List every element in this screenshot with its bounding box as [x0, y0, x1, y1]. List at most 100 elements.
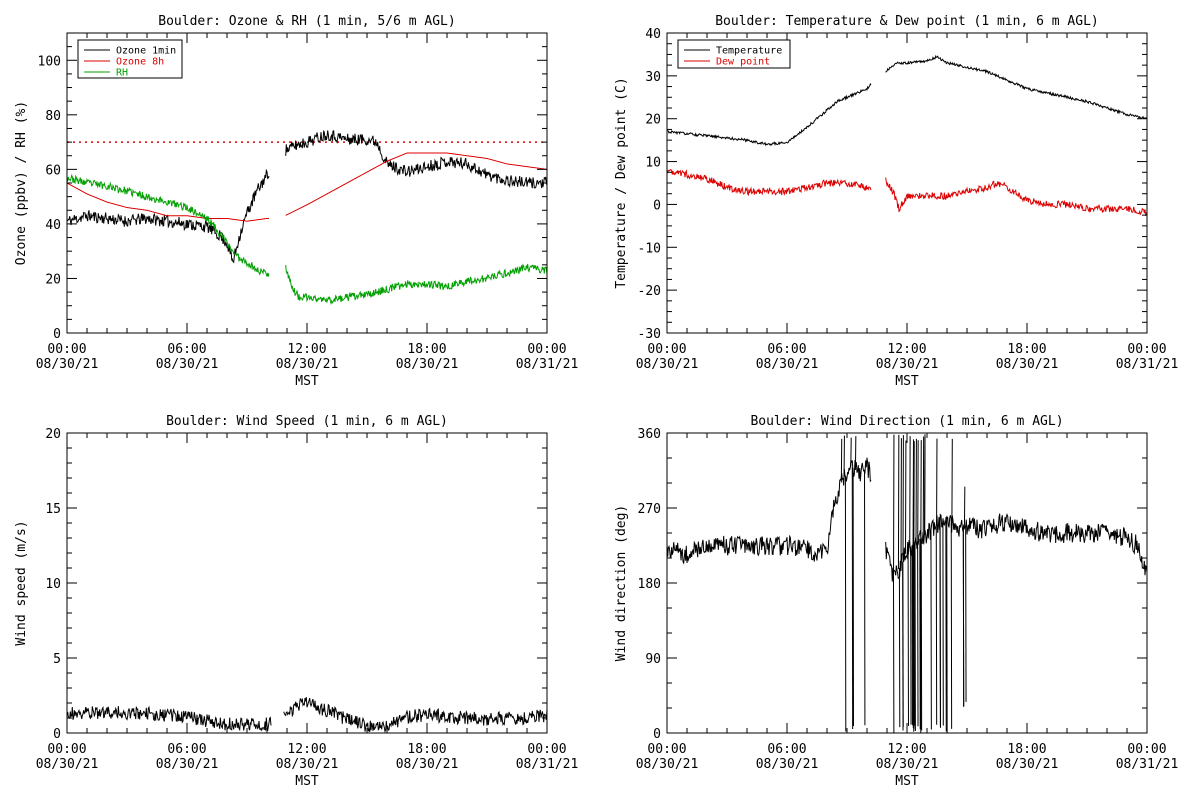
y-axis-label: Temperature / Dew point (C) — [614, 77, 629, 288]
series-line-temperature — [667, 54, 1147, 147]
x-tick-label-date: 08/30/21 — [876, 357, 939, 372]
series-line-ozone-1min — [67, 129, 547, 264]
x-axis-label: MST — [895, 774, 919, 789]
x-tick-label-time: 18:00 — [1007, 342, 1046, 357]
y-tick-label: 40 — [45, 218, 61, 233]
y-axis-label: Wind speed (m/s) — [14, 520, 29, 645]
y-tick-label: 0 — [653, 198, 661, 213]
y-tick-label: 30 — [645, 70, 661, 85]
x-tick-label-time: 18:00 — [407, 742, 446, 757]
y-axis-label: Ozone (ppbv) / RH (%) — [14, 101, 29, 265]
legend-entry: RH — [116, 68, 128, 79]
y-tick-label: 20 — [45, 272, 61, 287]
plot-title: Boulder: Ozone & RH (1 min, 5/6 m AGL) — [158, 14, 455, 29]
series-line-wdir-0 — [667, 457, 1147, 582]
plot-frame — [666, 32, 1148, 334]
plot-frame — [66, 432, 548, 734]
panel-ozone: 00:0008/30/2106:0008/30/2112:0008/30/211… — [14, 14, 578, 389]
x-tick-label-date: 08/30/21 — [756, 757, 819, 772]
y-tick-label: 10 — [645, 156, 661, 171]
x-tick-label-time: 18:00 — [407, 342, 446, 357]
x-tick-label-date: 08/31/21 — [516, 757, 579, 772]
x-tick-label-date: 08/30/21 — [876, 757, 939, 772]
x-tick-label-date: 08/30/21 — [996, 757, 1059, 772]
x-tick-label-time: 00:00 — [647, 742, 686, 757]
x-tick-label-time: 12:00 — [887, 342, 926, 357]
x-tick-label-time: 00:00 — [647, 342, 686, 357]
x-axis-label: MST — [895, 374, 919, 389]
y-tick-label: 5 — [53, 652, 61, 667]
legend-box — [677, 39, 791, 69]
plot-frame — [666, 432, 1148, 734]
x-tick-label-date: 08/30/21 — [36, 357, 99, 372]
x-tick-label-time: 00:00 — [527, 742, 566, 757]
panel-wspd: 00:0008/30/2106:0008/30/2112:0008/30/211… — [14, 414, 578, 789]
x-tick-label-date: 08/30/21 — [36, 757, 99, 772]
legend-entry: Ozone 1min — [116, 46, 176, 57]
x-tick-label-date: 08/30/21 — [756, 357, 819, 372]
y-tick-label: 0 — [53, 727, 61, 742]
plot-title: Boulder: Temperature & Dew point (1 min,… — [715, 14, 1099, 29]
x-tick-label-time: 00:00 — [47, 742, 86, 757]
y-tick-label: 60 — [45, 163, 61, 178]
series-line-rh — [67, 173, 547, 306]
series-line-ozone-8h — [67, 152, 547, 222]
legend-entry: Temperature — [716, 46, 782, 57]
x-tick-label-time: 00:00 — [1127, 342, 1166, 357]
panel-wdir: 00:0008/30/2106:0008/30/2112:0008/30/211… — [614, 414, 1178, 789]
x-tick-label-date: 08/30/21 — [396, 757, 459, 772]
y-tick-label: -20 — [638, 284, 661, 299]
x-tick-label-date: 08/31/21 — [1116, 357, 1179, 372]
x-tick-label-date: 08/30/21 — [156, 357, 219, 372]
y-tick-label: 80 — [45, 109, 61, 124]
y-tick-label: 20 — [45, 427, 61, 442]
x-tick-label-time: 12:00 — [887, 742, 926, 757]
y-tick-label: 90 — [645, 652, 661, 667]
x-axis-label: MST — [295, 374, 319, 389]
series-line-wspd-0 — [67, 697, 547, 733]
x-tick-label-time: 18:00 — [1007, 742, 1046, 757]
x-tick-label-date: 08/30/21 — [396, 357, 459, 372]
x-tick-label-time: 00:00 — [47, 342, 86, 357]
x-tick-label-date: 08/30/21 — [996, 357, 1059, 372]
x-tick-label-date: 08/31/21 — [516, 357, 579, 372]
y-tick-label: -30 — [638, 327, 661, 342]
legend-entry: Ozone 8h — [116, 57, 164, 68]
x-tick-label-date: 08/30/21 — [156, 757, 219, 772]
y-tick-label: 40 — [645, 27, 661, 42]
y-tick-label: 20 — [645, 113, 661, 128]
x-tick-label-time: 12:00 — [287, 742, 326, 757]
y-tick-label: 15 — [45, 502, 61, 517]
series-line-dew-point — [667, 169, 1147, 217]
x-tick-label-time: 00:00 — [1127, 742, 1166, 757]
y-tick-label: 10 — [45, 577, 61, 592]
y-tick-label: 100 — [38, 54, 61, 69]
x-tick-label-date: 08/30/21 — [276, 357, 339, 372]
x-tick-label-date: 08/30/21 — [636, 357, 699, 372]
y-axis-label: Wind direction (deg) — [614, 505, 629, 662]
y-tick-label: 0 — [653, 727, 661, 742]
legend-entry: Dew point — [716, 57, 770, 68]
y-tick-label: 360 — [638, 427, 661, 442]
x-tick-label-time: 06:00 — [767, 742, 806, 757]
y-tick-label: 180 — [638, 577, 661, 592]
x-tick-label-time: 06:00 — [167, 342, 206, 357]
plot-title: Boulder: Wind Speed (1 min, 6 m AGL) — [166, 414, 448, 429]
x-axis-label: MST — [295, 774, 319, 789]
x-tick-label-date: 08/31/21 — [1116, 757, 1179, 772]
x-tick-label-time: 12:00 — [287, 342, 326, 357]
plot-title: Boulder: Wind Direction (1 min, 6 m AGL) — [750, 414, 1063, 429]
x-tick-label-date: 08/30/21 — [276, 757, 339, 772]
y-tick-label: -10 — [638, 241, 661, 256]
x-tick-label-time: 06:00 — [167, 742, 206, 757]
x-tick-label-time: 00:00 — [527, 342, 566, 357]
panel-temp: 00:0008/30/2106:0008/30/2112:0008/30/211… — [614, 14, 1178, 389]
x-tick-label-time: 06:00 — [767, 342, 806, 357]
y-tick-label: 0 — [53, 327, 61, 342]
x-tick-label-date: 08/30/21 — [636, 757, 699, 772]
y-tick-label: 270 — [638, 502, 661, 517]
